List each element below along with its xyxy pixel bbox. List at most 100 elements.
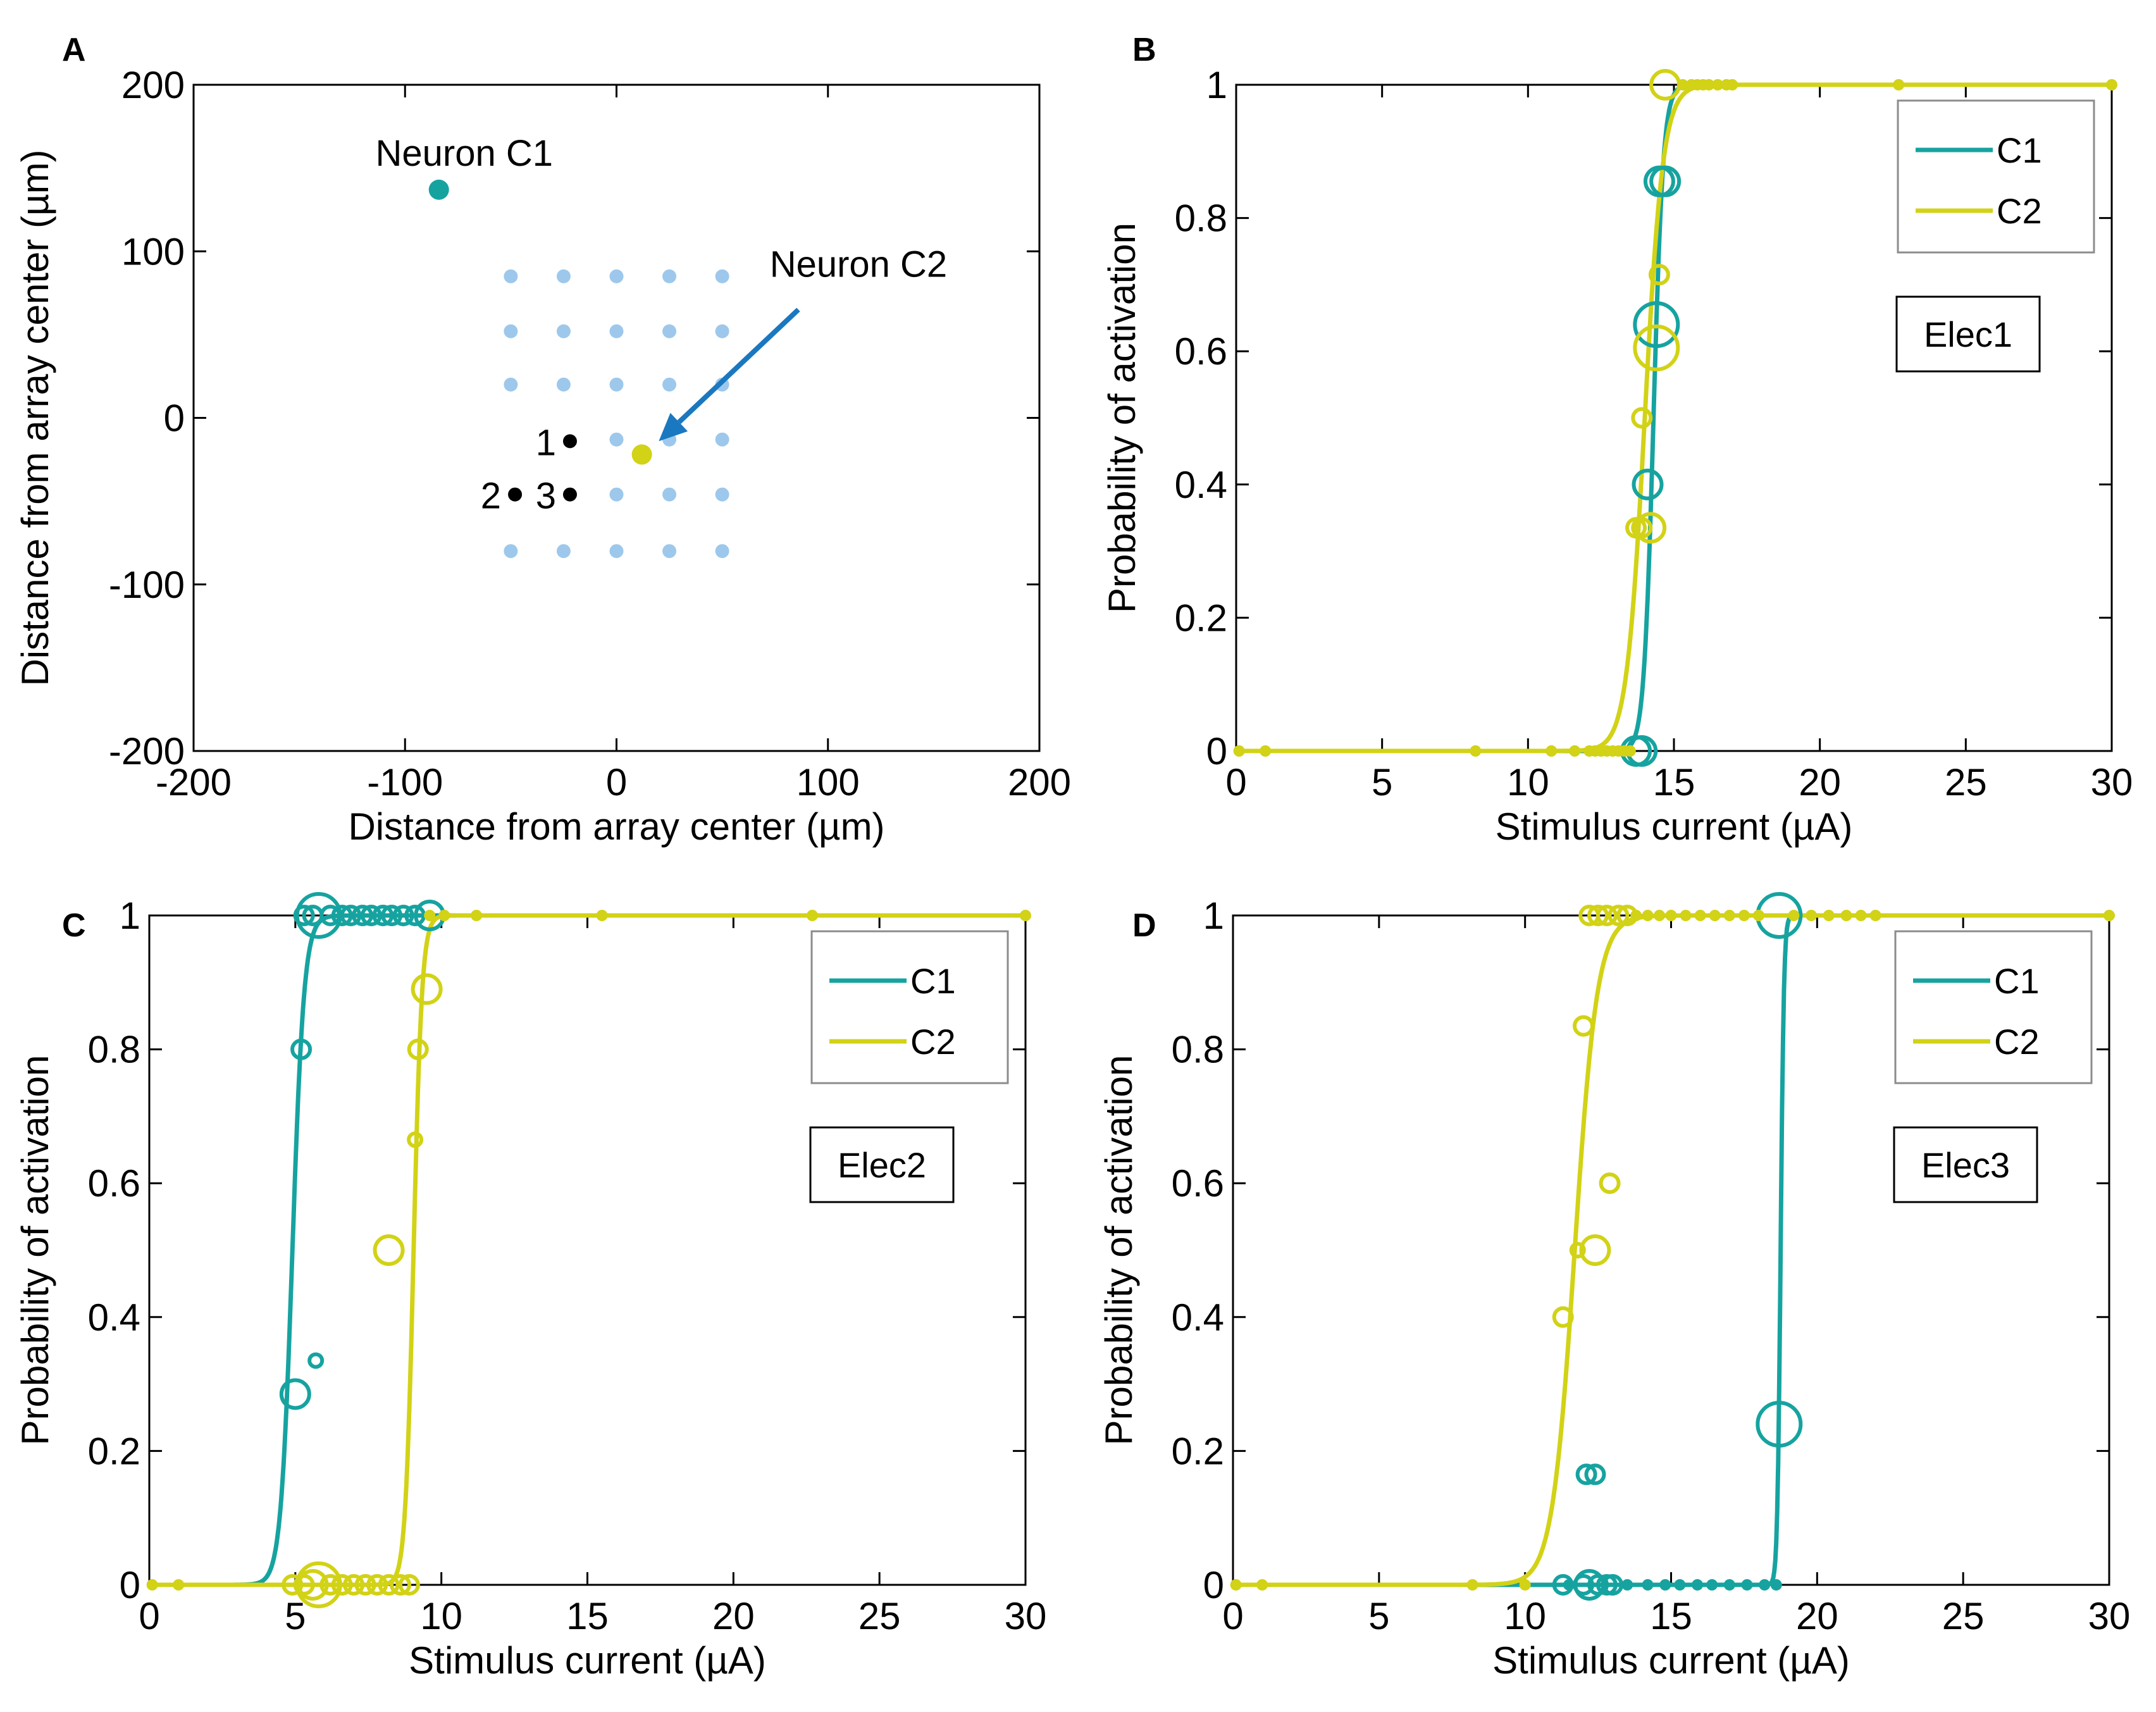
series-c2-point <box>1256 1579 1268 1591</box>
x-axis-label: Stimulus current (µA) <box>1496 805 1853 848</box>
series-c1-point <box>331 905 353 926</box>
series-c2-point <box>1823 910 1835 921</box>
y-tick-label: 0.6 <box>1172 1162 1224 1205</box>
y-tick-label: 0.2 <box>1175 597 1227 639</box>
x-tick-label: 100 <box>796 761 860 803</box>
series-c2-point <box>1723 910 1735 921</box>
legend-box <box>810 930 1009 1084</box>
y-tick-label: 0.6 <box>1175 330 1227 373</box>
series-c2-point <box>343 1574 365 1596</box>
electrode-site <box>662 269 677 283</box>
series-c2-point <box>1599 1172 1621 1194</box>
neuron-c2-marker <box>631 444 652 465</box>
x-tick-label: 10 <box>1504 1595 1546 1637</box>
y-tick-label: 0.2 <box>88 1430 140 1472</box>
panel-d: 0 5 10 15 20 25 30 0 0.2 0.4 0.6 0.8 1 Stimulus curre… <box>1098 892 2131 1682</box>
electrode-site <box>609 269 624 283</box>
series-c1-point <box>1770 1579 1782 1591</box>
series-c2-point <box>1840 910 1852 921</box>
series-c1-point <box>1706 1579 1718 1591</box>
series-c1-point <box>1642 1579 1654 1591</box>
series-c2-point <box>1676 79 1688 90</box>
arrow-shaft <box>677 307 800 425</box>
x-tick-label: 15 <box>1650 1595 1692 1637</box>
series-c2-point <box>1806 910 1818 921</box>
series-c2-point <box>1573 1015 1594 1037</box>
x-tick-label: 0 <box>606 761 627 803</box>
x-tick-label: 5 <box>1368 1595 1389 1637</box>
y-tick-label: 0.2 <box>1172 1430 1224 1472</box>
series-c1-point <box>1756 1401 1803 1448</box>
series-c2-point <box>471 910 483 921</box>
series-c1-point <box>290 1038 313 1060</box>
series-c2-point <box>424 910 436 921</box>
panel-letter: B <box>1132 32 1156 68</box>
electrode-site <box>556 377 571 392</box>
x-tick-label: 0 <box>139 1595 159 1637</box>
y-axis-label: Probability of activation <box>14 1055 56 1446</box>
x-tick-label: 10 <box>420 1595 462 1637</box>
y-tick-label: 0.4 <box>1172 1296 1224 1339</box>
y-tick-label: 0.8 <box>1172 1029 1224 1071</box>
electrode-site <box>715 324 729 338</box>
series-c2-point <box>1712 79 1724 90</box>
series-c1-point <box>1602 1574 1624 1596</box>
panel-c: 0 5 10 15 20 25 30 0 0.2 0.4 0.6 0.8 1 Stimulus curre… <box>14 892 1046 1682</box>
series-c2-point <box>354 1574 376 1596</box>
legend-box <box>1894 930 2093 1084</box>
series-c1-point <box>1632 468 1664 500</box>
series-c2-point <box>806 910 818 921</box>
series-c2-point <box>1869 910 1881 921</box>
series-c2-point <box>1855 910 1867 921</box>
electrode-site <box>609 432 624 447</box>
y-tick-label: -200 <box>109 730 185 772</box>
legend-label-c1: C1 <box>910 961 956 1001</box>
y-tick-label: 1 <box>120 895 140 937</box>
electrode-site <box>662 487 677 502</box>
legend-box <box>1897 99 2095 254</box>
series-c2-point <box>1753 910 1764 921</box>
x-tick-label: 15 <box>566 1595 609 1637</box>
series-c2-point <box>1633 324 1680 371</box>
x-tick-label: 25 <box>1942 1595 1985 1637</box>
series-c2-point <box>596 910 608 921</box>
legend-label-c1: C1 <box>1994 961 2040 1001</box>
series-c2-point <box>390 1574 412 1596</box>
series-c2-point <box>1654 910 1666 921</box>
series-c2-point <box>1788 910 1800 921</box>
x-tick-label: -200 <box>156 761 232 803</box>
x-tick-label: 5 <box>1372 761 1392 803</box>
series-c1-point <box>360 905 382 926</box>
legend: C1 C2 <box>1894 930 2093 1084</box>
legend-label-c2: C2 <box>910 1022 956 1062</box>
x-tick-label: 10 <box>1507 761 1549 803</box>
series-c2-point <box>1630 910 1642 921</box>
series-c1-point <box>1723 1579 1735 1591</box>
axes-box <box>192 84 1041 752</box>
electrode-site <box>504 544 518 559</box>
electrode-site <box>609 377 624 392</box>
electrode-site <box>662 377 677 392</box>
electrode-2-label: 2 <box>481 476 501 517</box>
x-tick-label: 200 <box>1008 761 1071 803</box>
series-c1-point <box>1674 1579 1686 1591</box>
series-c2-point <box>1569 745 1581 757</box>
x-tick-label: 30 <box>2088 1595 2131 1637</box>
x-tick-label: 15 <box>1653 761 1695 803</box>
series-c2-point <box>1893 79 1905 90</box>
y-tick-label: 0.4 <box>88 1296 140 1339</box>
x-tick-label: 0 <box>1222 1595 1243 1637</box>
panel-letter: C <box>62 907 86 944</box>
series-c2-point <box>1233 745 1245 757</box>
electrode-site <box>504 269 518 283</box>
y-tick-label: 0.8 <box>88 1029 140 1071</box>
series-c2-point <box>438 910 450 921</box>
series-c2-point <box>1470 745 1482 757</box>
y-tick-label: 1 <box>1203 895 1224 937</box>
series-c1-point <box>352 905 374 926</box>
series-c2-point <box>1519 1579 1531 1591</box>
x-tick-label: 25 <box>858 1595 901 1637</box>
x-tick-label: 20 <box>1799 761 1841 803</box>
electrode-1-marker <box>562 434 577 449</box>
series-c1-point <box>1649 165 1682 197</box>
